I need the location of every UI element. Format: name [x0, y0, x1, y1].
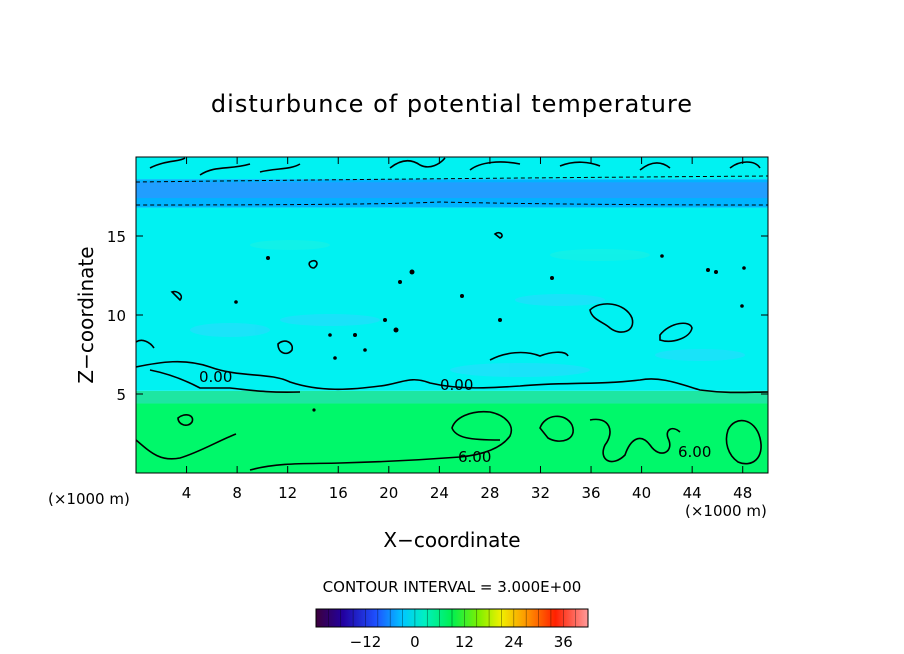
colorbar-tick-label: 12 — [455, 633, 474, 651]
contour-small — [136, 339, 155, 349]
contour-six-line — [725, 419, 762, 465]
contour-dot — [498, 318, 502, 322]
contour-neg-line — [136, 201, 768, 206]
contour-label-group: 0.00 0.00 6.00 6.00 — [199, 368, 711, 466]
x-axis-unit: (×1000 m) — [685, 502, 767, 520]
contour-small — [589, 303, 634, 333]
contour-dot — [740, 304, 744, 308]
field-patch — [655, 349, 745, 361]
field-band — [136, 207, 768, 391]
colorbar-tick-label: −12 — [350, 633, 382, 651]
contour-label: 6.00 — [458, 448, 491, 466]
y-tick-label: 15 — [107, 228, 126, 246]
contour-small — [277, 340, 294, 355]
x-tick-label: 40 — [632, 484, 651, 502]
field-patch — [450, 363, 590, 377]
contour-dot — [660, 254, 664, 258]
chart-title: disturbunce of potential temperature — [211, 90, 693, 118]
contour-dot — [393, 327, 399, 333]
x-tick-label: 12 — [278, 484, 297, 502]
contour-six-line — [177, 413, 194, 427]
colorbar-tick-label: 0 — [410, 633, 420, 651]
y-tick-label: 10 — [107, 307, 126, 325]
contour-neg-line — [136, 175, 768, 183]
contour-zero-line — [136, 360, 768, 394]
contour-dot — [363, 348, 367, 352]
contour-label: 0.00 — [199, 368, 232, 386]
field-patch — [515, 294, 605, 306]
x-tick-label: 16 — [329, 484, 348, 502]
contour-six-line — [249, 410, 512, 471]
x-axis-label: X−coordinate — [383, 528, 520, 552]
plot-area: 0.00 0.00 6.00 6.00 — [136, 157, 768, 473]
colorbar-ticks: −12 0 12 24 36 — [350, 633, 573, 651]
field-patches — [190, 240, 745, 377]
field-band — [136, 403, 768, 473]
colorbar-dividers — [328, 609, 576, 627]
contour-dot — [714, 270, 718, 274]
contour-small — [489, 351, 569, 361]
x-tick-label: 24 — [430, 484, 449, 502]
contour-dot — [234, 300, 238, 304]
contour-small — [659, 322, 693, 343]
contour-label: 6.00 — [678, 443, 711, 461]
contour-dot — [383, 318, 387, 322]
colorbar: −12 0 12 24 36 — [315, 608, 589, 651]
x-tick-label: 28 — [480, 484, 499, 502]
contour-dot — [398, 280, 402, 284]
contour-dot — [266, 256, 270, 260]
contour-six-line — [589, 418, 681, 463]
x-tick-label: 48 — [733, 484, 752, 502]
x-tick-label: 4 — [182, 484, 192, 502]
field-band — [136, 157, 768, 180]
contour-zero-line — [149, 369, 301, 393]
x-tick-label: 8 — [232, 484, 242, 502]
contour-dot — [333, 356, 337, 360]
contour-six-line — [539, 415, 574, 442]
contour-dot — [460, 294, 464, 298]
field-patch — [250, 240, 330, 250]
contour-dashed-lines — [136, 175, 768, 206]
field-patch — [280, 314, 380, 326]
x-axis: 4 8 12 16 20 24 28 32 36 40 44 48 — [182, 157, 752, 502]
x-tick-label: 44 — [683, 484, 702, 502]
contour-dot — [409, 269, 415, 275]
y-axis-label: Z−coordinate — [74, 246, 98, 383]
y-axis: 5 10 15 — [107, 228, 768, 404]
y-axis-unit: (×1000 m) — [48, 490, 130, 508]
contour-interval-label: CONTOUR INTERVAL = 3.000E+00 — [323, 578, 582, 596]
colorbar-tick-label: 36 — [554, 633, 573, 651]
contour-label: 0.00 — [440, 376, 473, 394]
contour-dot — [550, 276, 554, 280]
contour-dot — [328, 333, 332, 337]
contour-lines — [136, 157, 768, 471]
field-bands — [136, 157, 768, 473]
field-band — [136, 390, 768, 404]
field-patch — [550, 249, 650, 261]
contour-dots — [234, 254, 746, 412]
contour-small — [149, 157, 761, 176]
x-tick-label: 32 — [531, 484, 550, 502]
x-tick-label: 36 — [581, 484, 600, 502]
contour-small — [170, 231, 503, 302]
contour-dot — [312, 408, 316, 412]
field-band — [136, 182, 768, 199]
contour-six-line — [136, 433, 237, 460]
contour-dot — [706, 268, 710, 272]
field-patch — [190, 323, 270, 337]
contour-dot — [353, 333, 357, 337]
x-tick-label: 20 — [379, 484, 398, 502]
contour-dot — [742, 266, 746, 270]
y-tick-label: 5 — [116, 386, 126, 404]
colorbar-tick-label: 24 — [504, 633, 523, 651]
